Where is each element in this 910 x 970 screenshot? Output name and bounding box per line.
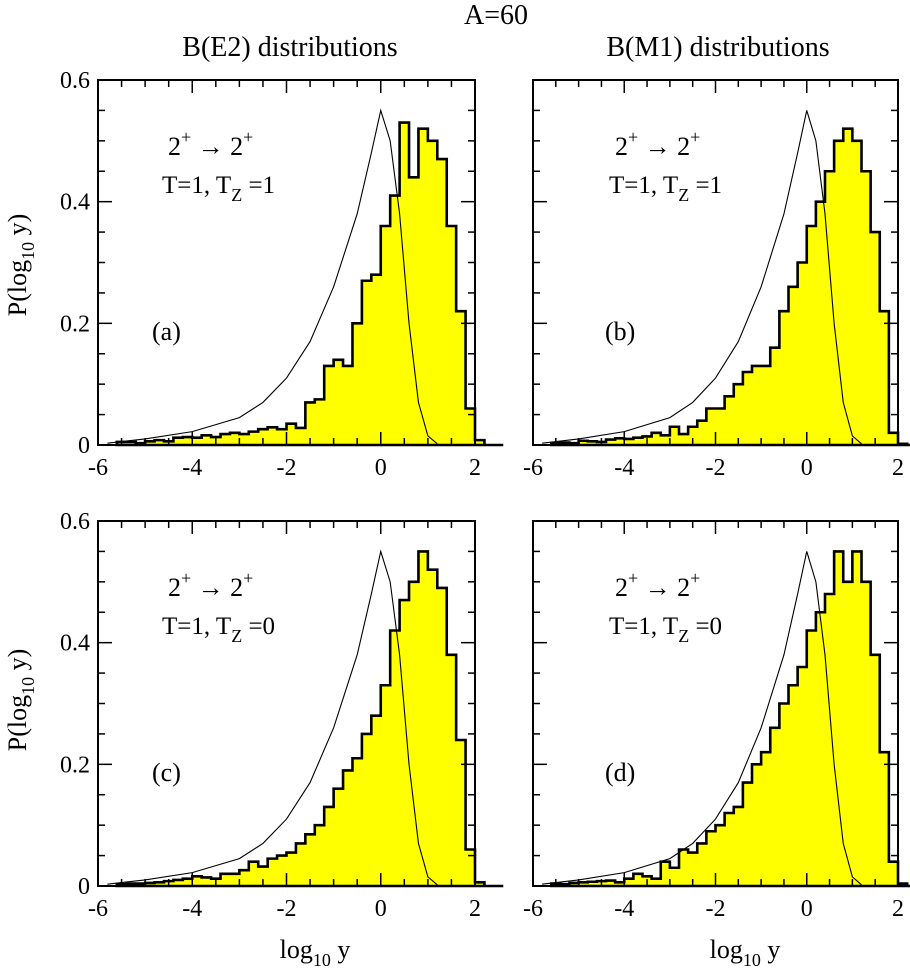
histogram-fill	[551, 551, 910, 886]
histogram-outline	[115, 121, 504, 447]
x-tick-label: 0	[375, 455, 387, 481]
panel-d: -6 -4 -2 0 2 2+ → 2+ T=1, TZ =0 (d)	[523, 520, 910, 922]
quantum-numbers-label: T=1, TZ =1	[609, 172, 722, 205]
panels: -6 -4 -2 0 200.20.40.62+ → 2+T=1, TZ =1(a)-6…	[60, 68, 910, 922]
x-axis-label-right: log10 y	[710, 935, 781, 970]
fit-curve	[542, 551, 862, 886]
histogram-outline	[115, 550, 504, 888]
quantum-numbers-label: T=1, TZ =1	[162, 172, 275, 205]
x-tick-label: -6	[523, 896, 543, 922]
y-tick-label: 0.4	[60, 631, 90, 657]
x-tick-label: 0	[375, 896, 387, 922]
transition-label: 2+ → 2+	[615, 568, 700, 602]
y-tick-label: 0	[78, 433, 90, 459]
fit-curve	[542, 110, 862, 445]
panel-letter: (d)	[605, 758, 635, 787]
x-tick-label: 2	[892, 896, 904, 922]
fit-curve	[107, 108, 438, 445]
y-tick-label: 0.6	[60, 68, 90, 94]
panel-letter: (c)	[152, 758, 181, 787]
column-title-e2: B(E2) distributions	[182, 32, 397, 63]
x-tick-label: -6	[523, 455, 543, 481]
x-tick-label: -6	[88, 896, 108, 922]
x-tick-label: 0	[801, 455, 813, 481]
panel-letter: (a)	[152, 317, 181, 346]
x-tick-label: -4	[614, 896, 634, 922]
x-tick-label: -4	[614, 455, 634, 481]
histogram-outline	[549, 550, 910, 888]
x-tick-label: -4	[182, 455, 202, 481]
x-tick-label: -4	[182, 896, 202, 922]
y-tick-label: 0.2	[60, 752, 90, 778]
x-tick-label: 2	[469, 896, 481, 922]
quantum-numbers-label: T=1, TZ =0	[162, 613, 275, 646]
quantum-numbers-label: T=1, TZ =0	[609, 613, 722, 646]
x-tick-label: -2	[706, 455, 726, 481]
transition-label: 2+ → 2+	[168, 127, 253, 161]
y-tick-label: 0.4	[60, 190, 90, 216]
histogram-fill	[116, 551, 504, 886]
x-tick-label: -2	[277, 896, 297, 922]
y-tick-label: 0.2	[60, 311, 90, 337]
x-tick-label: -2	[277, 455, 297, 481]
transition-label: 2+ → 2+	[168, 568, 253, 602]
x-axis-label-left: log10 y	[280, 935, 351, 970]
panel-letter: (b)	[605, 317, 635, 346]
y-tick-label: 0.6	[60, 509, 90, 535]
column-title-m1: B(M1) distributions	[606, 32, 829, 63]
x-tick-label: -2	[706, 896, 726, 922]
panel-c: -6 -4 -2 0 2 0 0.2 0.4 0.6 2+ → 2+ T=1, TZ =0 (c)	[60, 509, 504, 922]
histogram-outline	[549, 127, 910, 447]
panel-b: -6 -4 -2 0 2 2+ → 2+ T=1, TZ =1 (b)	[523, 79, 910, 481]
x-tick-label: 2	[469, 455, 481, 481]
y-tick-label: 0	[78, 874, 90, 900]
x-tick-label: 0	[801, 896, 813, 922]
figure-title: A=60	[464, 0, 528, 31]
y-axis-label-top: P(log10 y)	[3, 214, 38, 317]
histogram-fill	[116, 122, 504, 445]
histogram-fill	[551, 128, 910, 445]
y-axis-label-bottom: P(log10 y)	[3, 649, 38, 752]
x-tick-label: -6	[88, 455, 108, 481]
panel-a: -6 -4 -2 0 2 0 0.2 0.4 0.6 2+ → 2+ T=1, TZ =1 (a)	[60, 68, 504, 481]
fit-curve	[107, 549, 438, 886]
x-tick-label: 2	[892, 455, 904, 481]
transition-label: 2+ → 2+	[615, 127, 700, 161]
